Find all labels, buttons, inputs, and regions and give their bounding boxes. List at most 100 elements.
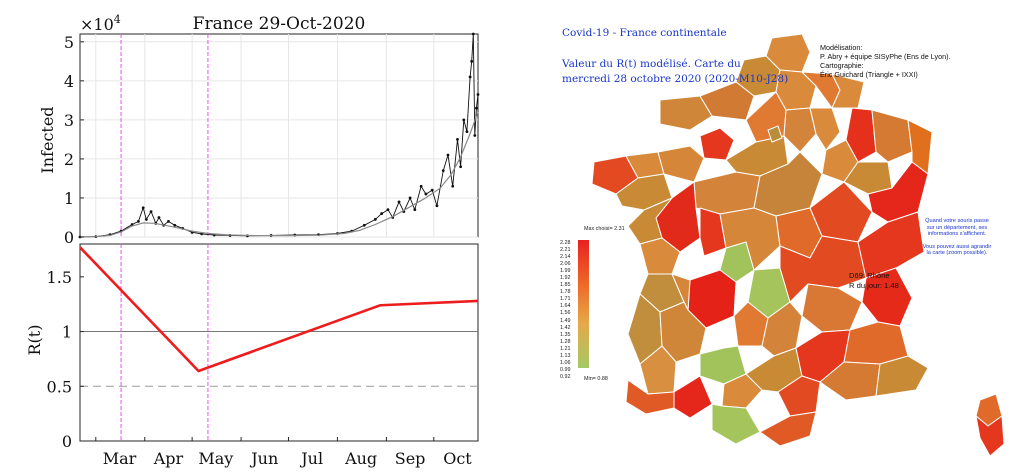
- legend-tick-3: 2.06: [560, 261, 571, 268]
- infected-point: [373, 218, 377, 221]
- dept-sw-c: [639, 345, 677, 395]
- dept-doubs-red: [867, 161, 929, 223]
- dept-paris-c: [783, 107, 817, 153]
- map-subtitle: Valeur du R(t) modélisé. Carte du mercre…: [562, 57, 792, 87]
- infected-ytick-label-5: 5: [64, 33, 74, 52]
- legend-min-label: Min= 0.88: [584, 376, 608, 382]
- legend-tick-6: 1.85: [560, 282, 571, 289]
- infected-y-ticks: 0 1 2 3 4 5: [64, 33, 84, 247]
- dept-center-a: [693, 171, 761, 215]
- dept-south-b: [843, 321, 909, 365]
- infected-ytick-label-1: 1: [64, 189, 74, 208]
- infected-chart-title: France 29-Oct-2020: [193, 14, 366, 34]
- infected-point: [380, 212, 384, 215]
- infected-point: [157, 216, 161, 219]
- rt-xtick-label-1: Apr: [153, 449, 184, 468]
- infected-series-model: [79, 111, 479, 238]
- infected-point: [468, 75, 472, 79]
- infected-series: [78, 32, 480, 239]
- dept-brittany-d: [657, 145, 705, 183]
- legend-tick-18: 0.99: [560, 366, 571, 373]
- rt-series: [79, 246, 479, 373]
- infected-point: [465, 130, 469, 133]
- infected-ylabel: Infected: [38, 106, 57, 173]
- legend-tick-5: 1.92: [560, 275, 571, 282]
- legend-tick-8: 1.71: [560, 296, 571, 303]
- rt-xtick-label-2: May: [198, 449, 233, 468]
- rt-ytick-label-1: 0.5: [47, 377, 72, 396]
- legend-tick-2: 2.14: [560, 254, 571, 261]
- credits-modelisation-label: Modélisation:: [820, 43, 863, 52]
- infected-vlines: [120, 34, 209, 237]
- legend-tick-11: 1.49: [560, 317, 571, 324]
- map-hint: Quand votre souris passe sur un départem…: [922, 218, 992, 263]
- legend-tick-7: 1.78: [560, 289, 571, 296]
- rt-hlines: [80, 331, 478, 387]
- dept-corsica-b: [975, 415, 1005, 457]
- rt-ylabel: R(t): [25, 325, 44, 356]
- infected-ytick-label-2: 2: [64, 150, 74, 169]
- dept-calvados-red: [699, 127, 735, 161]
- dept-burgundy-red: [809, 181, 873, 243]
- rt-xtick-label-4: Jul: [299, 449, 323, 468]
- dept-paris-inner: [767, 125, 783, 143]
- infected-point: [408, 196, 412, 200]
- legend-tick-14: 1.28: [560, 338, 571, 345]
- infected-point: [167, 219, 170, 223]
- legend-colorbar: [578, 240, 589, 368]
- legend-tick-0: 2.28: [560, 240, 571, 246]
- rt-ytick-label-0: 0: [62, 432, 72, 451]
- infected-point: [471, 32, 475, 36]
- legend-max-label: Max choisi= 2.31: [584, 226, 625, 232]
- infected-point: [462, 118, 466, 122]
- infected-point: [386, 208, 390, 212]
- dept-pyrenees-green: [711, 403, 761, 445]
- rt-xtick-label-3: Jun: [249, 449, 278, 468]
- infected-point: [424, 192, 428, 196]
- infected-point: [476, 93, 480, 96]
- rt-xtick-label-0: Mar: [103, 449, 137, 468]
- dept-grandest-red: [845, 107, 877, 163]
- rt-xtick-label-7: Oct: [443, 449, 472, 468]
- rt-xtick-label-6: Sep: [395, 449, 426, 468]
- france-map: [591, 33, 1005, 457]
- infected-point: [130, 223, 134, 226]
- infected-plot-frame: [79, 33, 479, 238]
- legend-tick-10: 1.56: [560, 310, 571, 317]
- dept-sw-d: [625, 379, 675, 415]
- rt-x-ticks: Mar Apr May Jun Jul Aug Sep Oct: [95, 437, 472, 468]
- rt-vlines: [120, 244, 209, 441]
- dept-west-b: [639, 237, 681, 275]
- y-multiplier: ×104: [80, 13, 121, 34]
- dept-normandy-b: [699, 81, 755, 121]
- infected-point: [459, 165, 463, 169]
- credits-cartographie: Éric Guichard (Triangle + IXXI): [820, 70, 918, 79]
- infected-point: [413, 208, 417, 212]
- dept-south-c: [777, 375, 821, 417]
- dept-sw-e: [721, 373, 763, 409]
- legend-tick-15: 1.21: [560, 345, 571, 352]
- infected-ytick-label-0: 0: [64, 228, 74, 247]
- infected-point: [475, 106, 478, 110]
- infected-point: [173, 223, 177, 227]
- map-subtitle-line1: Valeur du R(t) modélisé. Carte du: [562, 58, 741, 70]
- infected-ytick-label-4: 4: [64, 72, 74, 91]
- infected-point: [446, 153, 450, 157]
- dept-south-d: [819, 361, 881, 401]
- legend-tick-13: 1.35: [560, 331, 571, 338]
- map-panel: Covid-19 - France continentale Valeur du…: [540, 0, 1016, 471]
- legend-tick-1: 2.21: [560, 247, 571, 254]
- rt-series-line: [79, 246, 479, 373]
- credits-cartographie-label: Cartographie:: [820, 61, 864, 70]
- dept-east-a: [809, 107, 841, 151]
- legend-tick-16: 1.13: [560, 352, 571, 359]
- legend-tick-4: 1.99: [560, 268, 571, 275]
- dept-alps-b: [801, 283, 863, 333]
- infected-point: [397, 200, 401, 204]
- infected-point: [441, 169, 445, 173]
- infected-point: [456, 138, 459, 141]
- infected-point: [141, 206, 145, 210]
- dept-normandy-a: [659, 95, 713, 131]
- legend-tick-12: 1.42: [560, 324, 571, 331]
